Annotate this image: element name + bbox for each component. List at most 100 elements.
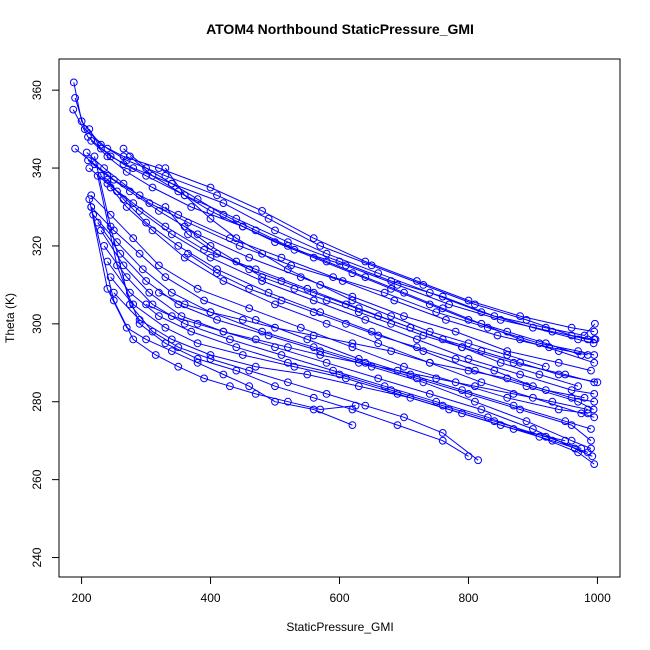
data-point (87, 136, 96, 145)
data-point (354, 358, 363, 367)
data-point (503, 374, 512, 383)
data-point (574, 335, 582, 344)
data-point (125, 300, 134, 309)
data-point (135, 207, 144, 215)
data-point (322, 358, 331, 367)
data-point (464, 316, 473, 324)
data-point (541, 386, 550, 395)
data-point (251, 335, 260, 344)
data-point (125, 187, 134, 196)
data-point (380, 288, 389, 297)
data-point (464, 366, 473, 375)
series-22 (93, 171, 473, 461)
data-point (393, 421, 402, 430)
data-point (590, 390, 599, 398)
data-point (303, 335, 312, 344)
data-point (232, 214, 241, 223)
data-point (583, 409, 592, 418)
data-point (419, 378, 428, 387)
data-point (284, 358, 292, 367)
data-point (490, 312, 499, 321)
data-point (587, 436, 595, 445)
data-point (122, 203, 131, 211)
data-point (296, 323, 305, 332)
data-point (471, 300, 479, 309)
data-point (503, 393, 512, 402)
data-point (258, 207, 267, 215)
data-point (71, 94, 79, 102)
data-point (103, 152, 112, 161)
data-point (477, 378, 486, 387)
data-point (516, 405, 524, 414)
data-point (87, 191, 96, 200)
series-line (129, 156, 582, 356)
data-point (180, 222, 189, 231)
data-point (390, 296, 399, 305)
data-point (316, 281, 325, 289)
series-line (94, 156, 479, 461)
data-point (271, 323, 279, 332)
data-point (226, 335, 234, 344)
data-point (593, 378, 602, 387)
data-point (309, 393, 318, 402)
data-point (129, 335, 138, 344)
data-point (516, 358, 524, 367)
data-point (245, 284, 254, 293)
data-point (400, 362, 408, 371)
data-point (509, 401, 518, 410)
data-point (135, 319, 144, 328)
data-point (213, 269, 221, 278)
data-point (425, 288, 434, 297)
data-point (348, 339, 357, 348)
data-point (258, 273, 267, 282)
series-line (106, 261, 582, 449)
series-layer (69, 78, 602, 469)
series-line (88, 167, 595, 383)
data-point (106, 222, 115, 231)
data-point (245, 304, 254, 313)
data-point (438, 436, 447, 445)
data-point (367, 362, 376, 371)
series-line (107, 179, 594, 410)
data-point (109, 296, 118, 305)
series-line (97, 175, 469, 457)
data-point (97, 144, 105, 153)
chart-title: ATOM4 Northbound StaticPressure_GMI (206, 21, 474, 37)
data-point (400, 312, 408, 321)
data-point (583, 448, 592, 457)
data-point (458, 409, 466, 418)
data-point (309, 296, 318, 305)
series-line (100, 175, 595, 395)
data-point (85, 195, 94, 204)
series-line (100, 230, 593, 457)
data-point (206, 253, 215, 262)
data-point (193, 284, 202, 293)
data-point (161, 203, 170, 211)
data-point (445, 405, 454, 414)
series-9 (97, 171, 599, 398)
data-point (590, 327, 599, 336)
data-point (109, 288, 118, 297)
data-point (290, 284, 299, 293)
data-point (167, 288, 176, 297)
data-point (361, 401, 370, 410)
data-point (213, 316, 221, 324)
data-point (119, 144, 128, 153)
data-point (238, 316, 247, 324)
data-point (335, 257, 344, 266)
data-point (374, 339, 383, 348)
data-point (125, 152, 134, 161)
data-point (432, 374, 441, 383)
data-point (438, 292, 447, 301)
data-point (232, 257, 241, 266)
series-32 (125, 152, 586, 359)
series-line (158, 292, 585, 399)
data-point (113, 261, 121, 270)
data-point (387, 284, 396, 293)
data-point (193, 230, 202, 239)
data-point (590, 358, 599, 367)
data-point (93, 171, 102, 180)
data-point (258, 327, 267, 336)
data-point (174, 242, 183, 250)
series-line (86, 152, 588, 356)
